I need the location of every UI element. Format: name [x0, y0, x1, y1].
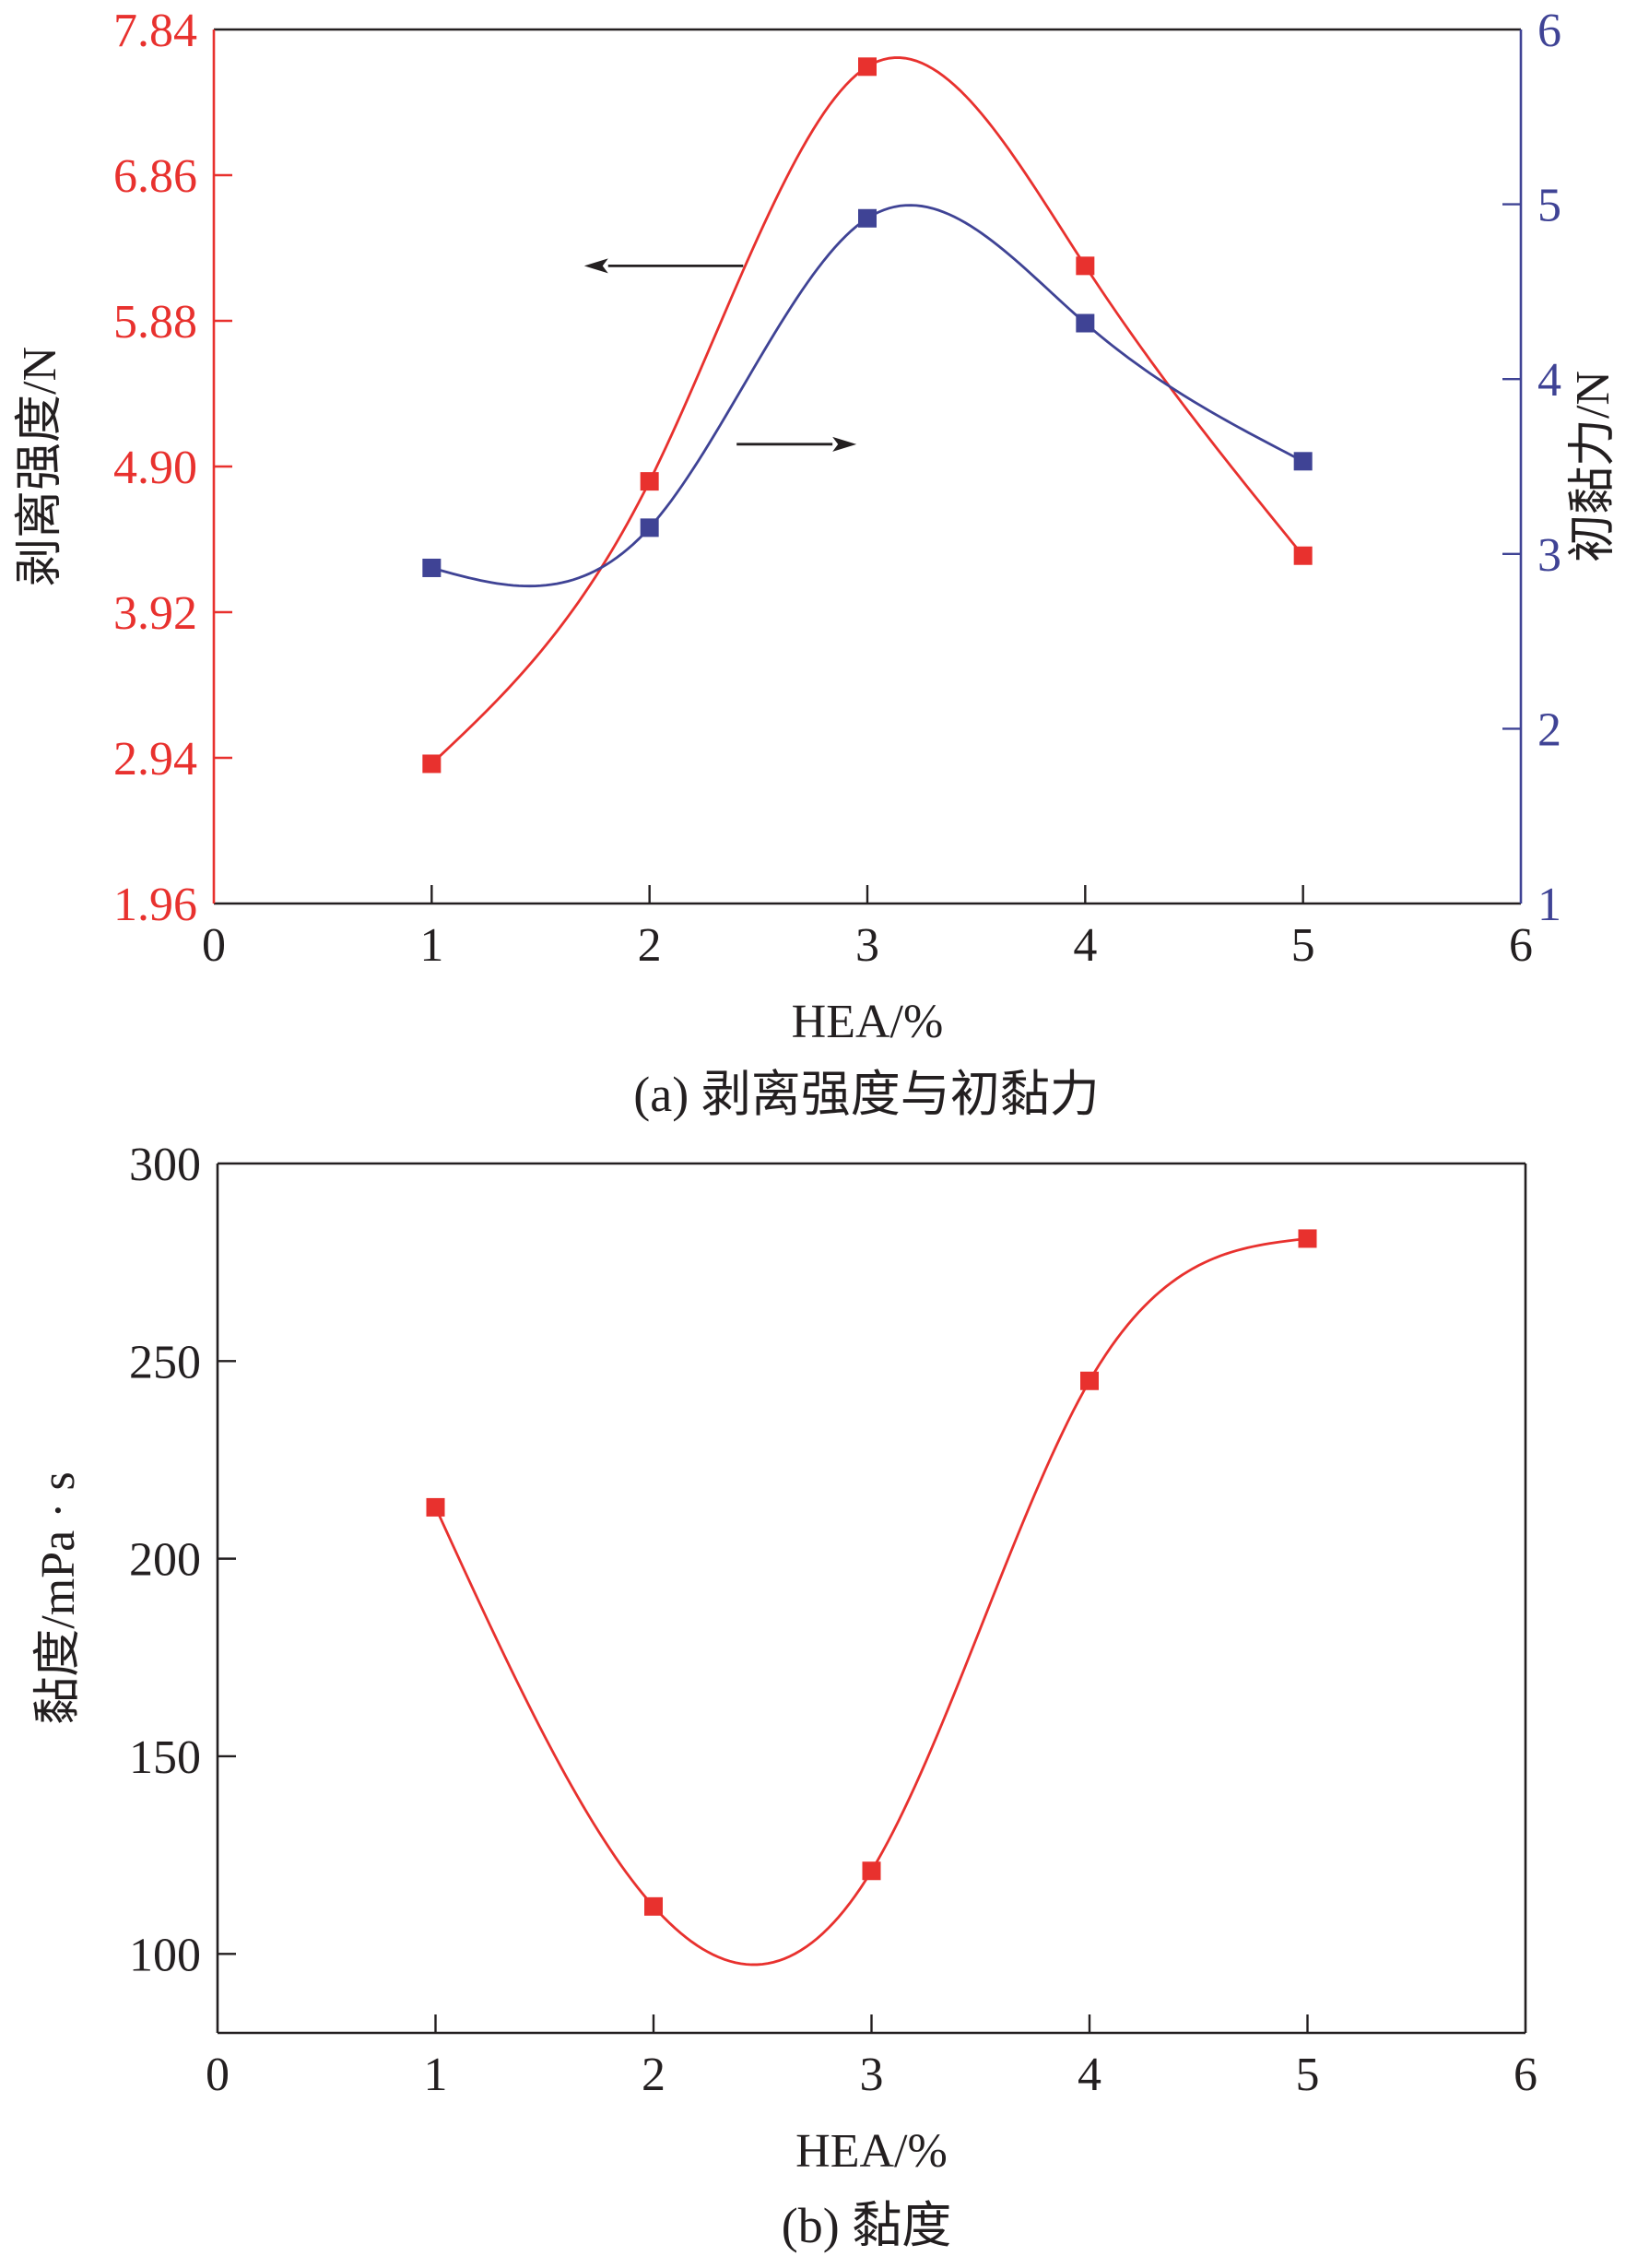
y-right-tick-label: 2	[1537, 703, 1561, 756]
data-point	[1076, 256, 1095, 276]
data-point	[640, 472, 659, 491]
data-point	[1298, 1229, 1317, 1248]
chart-b: 0 1 2 3 4 5 6 100 150 200 250 300 HEA/% 黏度/mPa · s (b)…	[32, 1139, 1537, 2253]
figure-caption: (b) 黏度	[782, 2198, 951, 2253]
data-point	[422, 754, 442, 774]
x-tick-label: 0	[202, 919, 226, 972]
chart-a: 0 1 2 3 4 5 6 1.96 2.94 3.92 4.90 5.88 6.86 7.84 1 2 3 4 5…	[14, 5, 1620, 1122]
x-axis-title: HEA/%	[795, 2125, 948, 2178]
y-right-tick-label: 3	[1537, 529, 1561, 582]
arrow-head	[583, 258, 608, 274]
x-tick-label: 4	[1078, 2049, 1101, 2101]
x-tick-label: 6	[1509, 919, 1533, 972]
series-line	[430, 56, 1304, 765]
arrow-head	[832, 436, 857, 452]
y-left-tick-label: 1.96	[113, 879, 197, 931]
y-left-tick-label: 250	[129, 1336, 201, 1388]
x-tick-label: 3	[860, 2049, 884, 2101]
y-axis-title-left: 剥离强度/N	[14, 347, 66, 586]
y-left-tick-label: 4.90	[113, 442, 197, 494]
data-point	[640, 518, 659, 537]
x-tick-label: 0	[206, 2049, 230, 2101]
y-right-tick-label: 1	[1537, 879, 1561, 931]
y-axis-title-left: 黏度/mPa · s	[32, 1471, 85, 1724]
data-point	[644, 1896, 663, 1916]
data-point	[1080, 1371, 1099, 1390]
data-point	[1293, 452, 1313, 471]
y-left-tick-label: 7.84	[113, 5, 197, 57]
y-left-tick-label: 300	[129, 1139, 201, 1191]
figure-caption: (a) 剥离强度与初黏力	[633, 1067, 1099, 1122]
data-point	[422, 558, 442, 577]
x-axis-title: HEA/%	[792, 996, 944, 1048]
y-left-tick-label: 100	[129, 1929, 201, 1981]
y-right-tick-label: 4	[1537, 354, 1561, 407]
x-tick-label: 5	[1291, 919, 1315, 972]
y-left-tick-label: 2.94	[113, 733, 197, 786]
x-tick-label: 2	[638, 919, 662, 972]
y-right-tick-label: 6	[1537, 5, 1561, 57]
y-left-tick-label: 3.92	[113, 587, 197, 640]
x-tick-label: 1	[419, 919, 443, 972]
data-point	[862, 1861, 881, 1881]
y-left-tick-label: 5.88	[113, 296, 197, 348]
x-tick-label: 1	[424, 2049, 448, 2101]
y-axis-title-right: 初黏力/N	[1567, 371, 1620, 562]
x-tick-label: 5	[1296, 2049, 1320, 2101]
data-point	[1293, 546, 1313, 565]
y-right-tick-label: 5	[1537, 180, 1561, 232]
y-left-tick-label: 200	[129, 1534, 201, 1587]
x-tick-label: 3	[855, 919, 879, 972]
series-line	[430, 204, 1304, 588]
data-point	[1076, 313, 1095, 333]
y-left-tick-label: 6.86	[113, 150, 197, 203]
data-point	[858, 57, 877, 77]
data-point	[858, 208, 877, 228]
x-tick-label: 4	[1073, 919, 1097, 972]
y-left-tick-label: 150	[129, 1731, 201, 1784]
data-point	[426, 1497, 445, 1517]
x-tick-label: 6	[1514, 2049, 1537, 2101]
x-tick-label: 2	[642, 2049, 665, 2101]
series-line	[434, 1237, 1308, 1967]
